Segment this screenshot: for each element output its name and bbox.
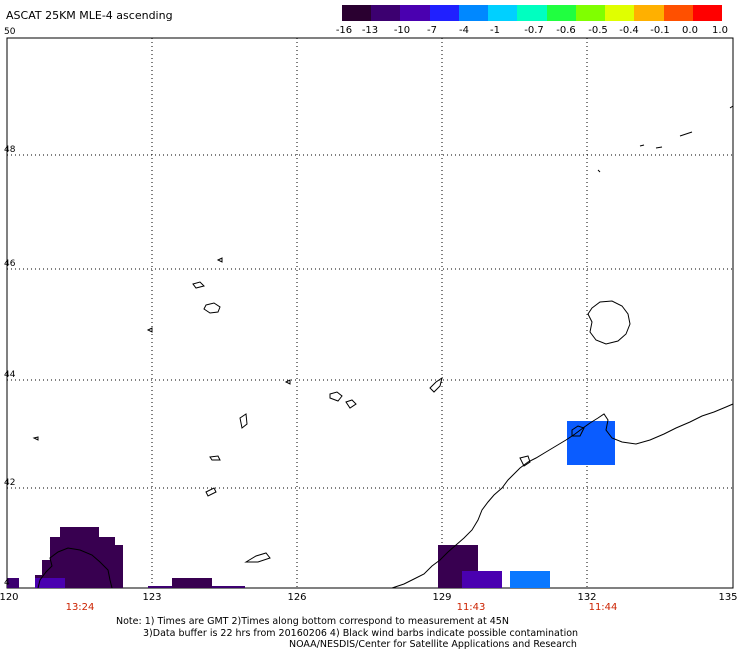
data-cell [567,421,615,465]
grid-lines [7,38,733,588]
map-frame [6,37,734,589]
colorbar-label: 1.0 [712,25,728,36]
coastline-peninsula [37,547,113,589]
colorbar-label: -0.6 [556,25,576,36]
data-cell [462,571,502,588]
colorbar-segment-8 [575,5,606,21]
lat-label-48: 48 [4,145,16,155]
colorbar-segment-2 [400,5,430,21]
colorbar-segment-11 [663,5,693,21]
data-cell [35,578,65,588]
colorbar-segment-7 [546,5,576,21]
wind-data-swaths [7,421,615,588]
map-title: ASCAT 25KM MLE-4 ascending [6,9,173,22]
coastline-island [244,552,271,563]
colorbar-segment-3 [429,5,459,21]
colorbar-label: -0.7 [524,25,544,36]
lat-label-40: 4 [4,578,10,588]
lon-label-123: 123 [142,592,162,603]
colorbar-label: -16 [335,25,353,36]
colorbar-label: 0.0 [682,25,698,36]
time-label: 11:43 [456,602,486,613]
colorbar-segment-12 [692,5,723,21]
coastline-island [571,425,585,437]
coastline-island [655,146,663,149]
colorbar-segment-4 [458,5,489,21]
coastline-island [519,455,531,467]
coastline-island [32,436,39,441]
coastline-lake [587,300,631,345]
colorbar-segment-0 [342,5,372,21]
lon-label-126: 126 [287,592,307,603]
data-cell [510,571,550,588]
lon-label-132: 132 [577,592,597,603]
colorbar-label: -0.5 [588,25,608,36]
coastline-island [284,379,291,385]
colorbar-segment-1 [371,5,401,21]
colorbar-label: -4 [459,25,469,36]
colorbar-segment-10 [634,5,664,21]
colorbar [342,5,723,21]
colorbar-segment-9 [605,5,635,21]
data-cell [7,578,19,588]
lat-label-46: 46 [4,259,16,269]
lon-label-120: 120 [0,592,19,603]
lat-label-50: 50 [4,27,16,37]
coastline-island [216,257,223,263]
colorbar-label: -0.1 [650,25,670,36]
coastline-island [345,399,357,409]
coastline-island [146,327,153,333]
coastline-island [205,487,217,497]
coastline-mainland [391,403,734,589]
coastline-island [209,455,221,461]
colorbar-label: -13 [361,25,379,36]
coastline-island [597,169,601,173]
coastline-island [203,302,221,314]
coastline-island [729,105,734,109]
colorbar-segment-6 [517,5,547,21]
colorbar-label: -7 [427,25,437,36]
coastline-island [639,144,645,147]
coastline-island [192,281,205,289]
data-cell [35,527,123,588]
colorbar-label: -1 [490,25,500,36]
note-line-1: Note: 1) Times are GMT 2)Times along bot… [116,616,509,627]
lon-label-135: 135 [718,592,738,603]
time-label: 11:44 [588,602,618,613]
data-cell [172,578,212,588]
coastline-island [239,413,248,429]
time-label: 13:24 [65,602,95,613]
coastline-island [679,131,693,137]
lon-label-129: 129 [432,592,452,603]
colorbar-segment-5 [488,5,518,21]
coastlines [32,105,734,589]
colorbar-label: -0.4 [619,25,639,36]
coastline-island [329,391,343,402]
colorbar-label: -10 [393,25,411,36]
lat-label-42: 42 [4,478,16,488]
lat-label-44: 44 [4,370,16,380]
note-line-3: NOAA/NESDIS/Center for Satellite Applica… [289,639,577,650]
coastline-island [429,376,443,393]
note-line-2: 3)Data buffer is 22 hrs from 20160206 4)… [143,628,579,639]
